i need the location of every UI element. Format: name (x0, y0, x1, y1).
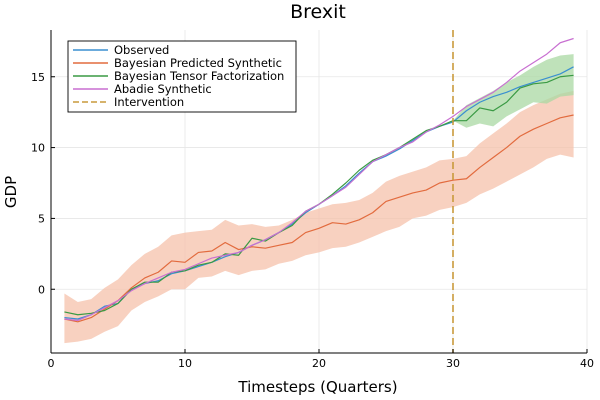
y-tick-label: 10 (31, 142, 45, 155)
x-tick-label: 40 (580, 357, 594, 370)
ticks: 0 10 20 30 40 0 5 10 15 (31, 71, 594, 370)
legend-label-abadie-synthetic: Abadie Synthetic (114, 82, 212, 96)
x-tick-label: 30 (446, 357, 460, 370)
series-line-abadie-synthetic (64, 37, 574, 322)
confidence-bands (64, 54, 574, 344)
x-tick-label: 0 (48, 357, 55, 370)
band-bayesian-predicted-synthetic (64, 90, 574, 344)
x-axis-title: Timesteps (Quarters) (237, 378, 397, 396)
legend-label-bayesian-predicted-synthetic: Bayesian Predicted Synthetic (114, 56, 282, 70)
y-tick-label: 0 (38, 283, 45, 296)
legend-label-intervention: Intervention (114, 95, 184, 109)
y-tick-label: 5 (38, 212, 45, 225)
series-line-bayesian-predicted-synthetic (64, 114, 574, 323)
band-bayesian-tensor-factorization (453, 54, 574, 128)
legend-label-bayesian-tensor-factorization: Bayesian Tensor Factorization (114, 69, 284, 83)
series-lines (64, 37, 574, 323)
legend-label-observed: Observed (114, 43, 169, 57)
x-tick-label: 20 (312, 357, 326, 370)
y-axis-title: GDP (2, 176, 20, 208)
x-tick-label: 10 (178, 357, 192, 370)
chart-title: Brexit (290, 1, 346, 23)
y-tick-label: 15 (31, 71, 45, 84)
